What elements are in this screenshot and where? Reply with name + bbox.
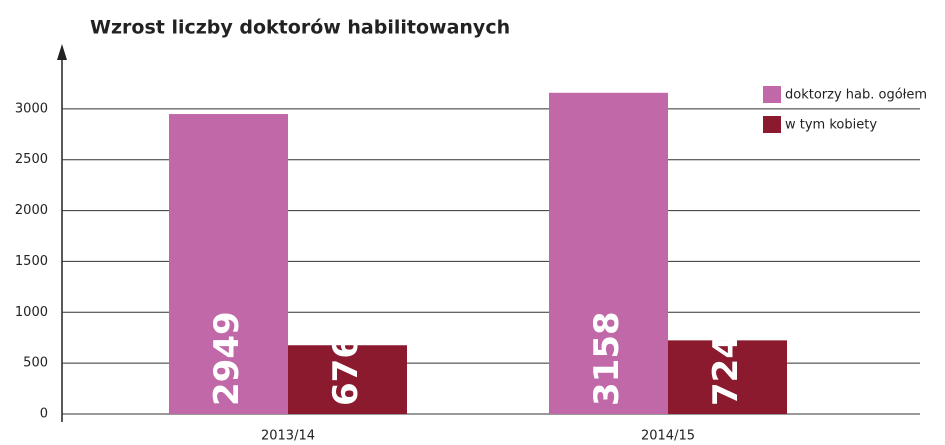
y-axis-arrow — [57, 44, 67, 60]
y-tick-label: 1500 — [15, 254, 48, 269]
y-tick-label: 1000 — [15, 305, 48, 320]
value-label: 3158 — [587, 311, 627, 406]
value-label: 724 — [706, 335, 746, 406]
legend-label: doktorzy hab. ogółem — [785, 88, 927, 103]
bar — [288, 345, 407, 414]
legend-swatch — [763, 86, 781, 103]
y-tick-label: 2000 — [15, 203, 48, 218]
chart-title: Wzrost liczby doktorów habilitowanych — [90, 17, 510, 39]
y-tick-label: 0 — [40, 407, 48, 422]
bar — [668, 340, 787, 414]
x-tick-label: 2014/15 — [641, 429, 695, 444]
value-label: 2949 — [207, 311, 247, 406]
bar — [169, 114, 288, 415]
bar — [549, 92, 668, 414]
x-tick-label: 2013/14 — [261, 429, 315, 444]
y-tick-label: 3000 — [15, 101, 48, 116]
legend-label: w tym kobiety — [785, 118, 877, 133]
value-label: 676 — [326, 335, 366, 406]
y-tick-label: 500 — [23, 356, 48, 371]
y-tick-label: 2500 — [15, 152, 48, 167]
legend-swatch — [763, 116, 781, 133]
